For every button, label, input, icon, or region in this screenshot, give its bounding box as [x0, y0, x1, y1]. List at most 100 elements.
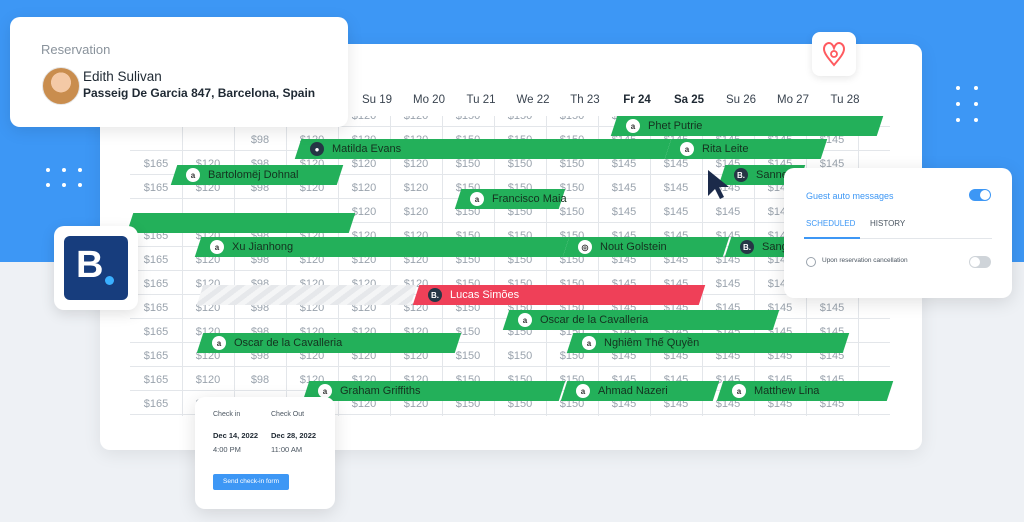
price-cell[interactable]: $145	[715, 206, 741, 218]
price-cell[interactable]: $120	[299, 302, 325, 314]
price-cell[interactable]: $145	[819, 398, 845, 410]
reservation-bar[interactable]: a Graham Griffiths	[302, 381, 566, 401]
reservation-card[interactable]: Reservation Edith Sulivan Passeig De Gar…	[10, 17, 348, 127]
price-cell[interactable]: $120	[195, 254, 221, 266]
price-cell[interactable]: $120	[351, 350, 377, 362]
auto-messages-toggle[interactable]	[969, 189, 991, 201]
price-cell[interactable]: $150	[559, 206, 585, 218]
price-cell[interactable]: $120	[403, 302, 429, 314]
price-cell[interactable]: $120	[195, 302, 221, 314]
price-cell[interactable]: $150	[559, 182, 585, 194]
reservation-bar[interactable]: a Bartolomëj Dohnal	[170, 165, 344, 185]
price-cell[interactable]: $145	[611, 254, 637, 266]
price-cell[interactable]: $120	[351, 254, 377, 266]
price-cell[interactable]: $150	[455, 206, 481, 218]
price-cell[interactable]: $150	[455, 326, 481, 338]
reservation-bar[interactable]: a Francisco Maia	[454, 189, 567, 209]
price-cell[interactable]: $145	[715, 278, 741, 290]
reservation-bar[interactable]: a Matthew Lina	[716, 381, 894, 401]
reservation-bar[interactable]: a Ahmad Nazeri	[560, 381, 720, 401]
price-cell[interactable]: $120	[403, 182, 429, 194]
price-cell[interactable]: $150	[455, 254, 481, 266]
price-cell[interactable]: $120	[351, 206, 377, 218]
price-cell[interactable]: $120	[195, 350, 221, 362]
reservation-bar[interactable]: a Rita Leite	[664, 139, 828, 159]
price-cell[interactable]: $165	[143, 398, 169, 410]
price-cell[interactable]: $145	[819, 302, 845, 314]
price-cell[interactable]: $145	[819, 158, 845, 170]
price-cell[interactable]: $165	[143, 302, 169, 314]
price-cell[interactable]: $145	[715, 350, 741, 362]
price-cell[interactable]: $150	[455, 158, 481, 170]
price-cell[interactable]: $150	[559, 116, 585, 122]
price-cell[interactable]: $98	[250, 374, 270, 386]
reservation-bar[interactable]	[126, 213, 356, 233]
price-cell[interactable]: $120	[403, 398, 429, 410]
price-cell[interactable]: $150	[507, 206, 533, 218]
tab-history[interactable]: HISTORY	[870, 219, 906, 228]
price-cell[interactable]: $120	[299, 254, 325, 266]
price-cell[interactable]: $145	[663, 206, 689, 218]
price-cell[interactable]: $120	[403, 206, 429, 218]
price-cell[interactable]: $120	[351, 302, 377, 314]
price-cell[interactable]: $98	[250, 350, 270, 362]
price-cell[interactable]: $145	[663, 182, 689, 194]
price-cell[interactable]: $165	[143, 254, 169, 266]
price-cell[interactable]: $150	[455, 302, 481, 314]
price-cell[interactable]: $150	[559, 158, 585, 170]
price-cell[interactable]: $150	[507, 350, 533, 362]
price-cell[interactable]: $120	[403, 350, 429, 362]
price-cell[interactable]: $120	[195, 374, 221, 386]
price-cell[interactable]: $120	[351, 158, 377, 170]
price-cell[interactable]: $145	[663, 398, 689, 410]
reservation-bar[interactable]: a Phet Putrie	[610, 116, 884, 136]
price-cell[interactable]: $98	[250, 302, 270, 314]
reservation-bar[interactable]: B. Sang V	[724, 237, 798, 257]
price-cell[interactable]: $165	[143, 350, 169, 362]
price-cell[interactable]: $120	[195, 182, 221, 194]
reservation-bar[interactable]: a Oscar de la Cavalleria	[196, 333, 462, 353]
price-cell[interactable]: $145	[663, 254, 689, 266]
price-cell[interactable]: $165	[143, 158, 169, 170]
price-cell[interactable]: $120	[351, 116, 377, 122]
price-cell[interactable]: $150	[455, 350, 481, 362]
price-cell[interactable]: $165	[143, 374, 169, 386]
reservation-bar[interactable]: ◎ Nout Golstein	[562, 237, 730, 257]
reservation-bar[interactable]: B. Lucas Simões	[412, 285, 706, 305]
reservation-bar[interactable]: a Oscar de la Cavalleria	[502, 310, 780, 330]
price-cell[interactable]: $120	[299, 350, 325, 362]
reservation-bar[interactable]: a Nghiêm Thế Quyền	[566, 333, 850, 353]
price-cell[interactable]: $145	[611, 206, 637, 218]
price-cell[interactable]: $150	[559, 254, 585, 266]
price-cell[interactable]: $145	[715, 254, 741, 266]
price-cell[interactable]: $120	[403, 254, 429, 266]
price-cell[interactable]: $150	[507, 116, 533, 122]
price-cell[interactable]: $150	[507, 254, 533, 266]
price-cell[interactable]: $145	[663, 350, 689, 362]
price-cell[interactable]: $120	[403, 116, 429, 122]
price-cell[interactable]: $145	[767, 350, 793, 362]
price-cell[interactable]: $150	[559, 398, 585, 410]
price-cell[interactable]: $120	[351, 182, 377, 194]
send-checkin-form-button[interactable]: Send check-in form	[213, 474, 289, 490]
price-cell[interactable]: $150	[455, 398, 481, 410]
price-cell[interactable]: $165	[143, 278, 169, 290]
price-cell[interactable]: $150	[455, 116, 481, 122]
price-cell[interactable]: $145	[611, 158, 637, 170]
price-cell[interactable]: $98	[250, 254, 270, 266]
price-cell[interactable]: $120	[403, 158, 429, 170]
price-cell[interactable]: $145	[611, 350, 637, 362]
reservation-bar[interactable]: a Xu Jianhong	[194, 237, 570, 257]
price-cell[interactable]: $145	[767, 398, 793, 410]
price-cell[interactable]: $120	[299, 182, 325, 194]
price-cell[interactable]: $165	[143, 182, 169, 194]
blocked-dates-bar[interactable]	[196, 285, 418, 305]
price-cell[interactable]: $150	[559, 350, 585, 362]
price-cell[interactable]: $145	[611, 182, 637, 194]
price-cell[interactable]: $145	[611, 398, 637, 410]
price-cell[interactable]: $165	[143, 326, 169, 338]
tab-scheduled[interactable]: SCHEDULED	[806, 219, 856, 228]
price-cell[interactable]: $98	[250, 134, 270, 146]
price-cell[interactable]: $98	[250, 182, 270, 194]
price-cell[interactable]: $150	[507, 398, 533, 410]
